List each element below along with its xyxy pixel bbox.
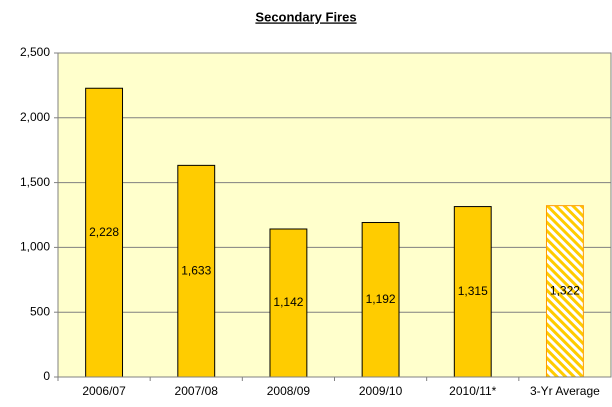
x-tick-label: 3-Yr Average	[530, 384, 600, 398]
y-tick-label: 1,500	[20, 175, 50, 189]
x-tick-label: 2006/07	[82, 384, 126, 398]
bar	[361, 222, 400, 378]
x-tick-label: 2009/10	[359, 384, 403, 398]
plot-area	[57, 52, 612, 378]
value-label: 1,633	[181, 263, 211, 277]
y-tick-label: 500	[30, 304, 50, 318]
bar	[453, 206, 492, 378]
chart-title: Secondary Fires	[255, 9, 356, 24]
y-tick-label: 2,500	[20, 45, 50, 59]
value-label: 1,322	[550, 284, 580, 298]
x-tick-label: 2008/09	[267, 384, 311, 398]
y-tick-label: 2,000	[20, 110, 50, 124]
x-tick-label: 2010/11*	[449, 384, 496, 398]
bar	[85, 87, 124, 378]
x-tick-label: 2007/08	[175, 384, 219, 398]
value-label: 1,192	[366, 292, 396, 306]
y-tick-label: 0	[43, 369, 50, 383]
value-label: 1,315	[458, 284, 488, 298]
value-label: 2,228	[89, 225, 119, 239]
value-label: 1,142	[273, 295, 303, 309]
y-tick-label: 1,000	[20, 240, 50, 254]
bar	[177, 164, 216, 378]
